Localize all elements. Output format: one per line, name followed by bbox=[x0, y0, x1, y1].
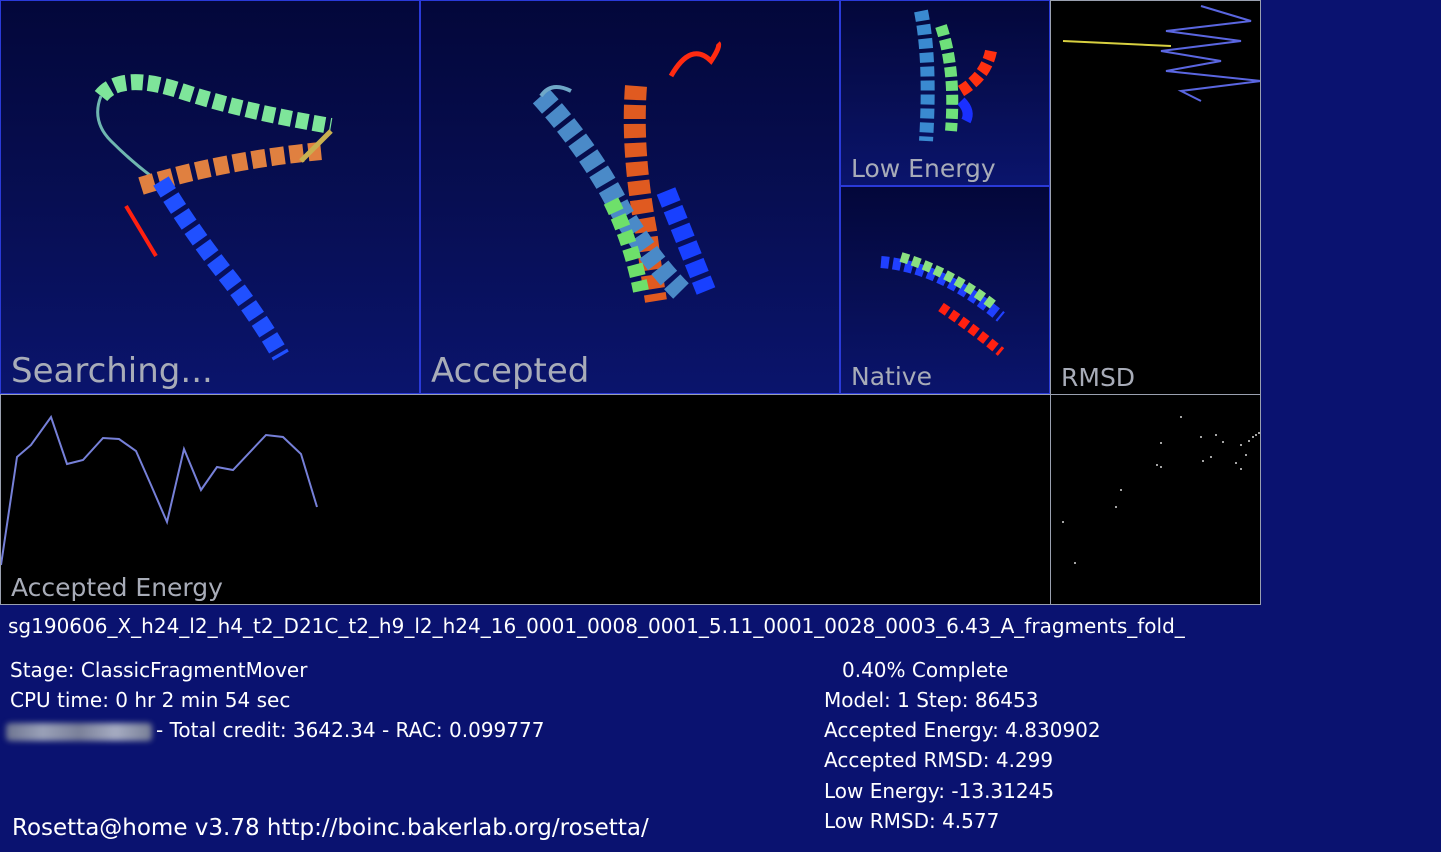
stage-text: Stage: ClassicFragmentMover bbox=[10, 658, 308, 682]
native-protein-image bbox=[880, 252, 1005, 356]
accepted-label: Accepted bbox=[431, 351, 590, 391]
scatter-plot bbox=[1050, 394, 1261, 605]
accepted-energy-graph: Accepted Energy bbox=[0, 394, 1051, 605]
searching-panel: Searching... bbox=[0, 0, 420, 394]
cpu-time-text: CPU time: 0 hr 2 min 54 sec bbox=[10, 688, 291, 712]
scatter-points bbox=[1062, 416, 1260, 564]
low-energy-protein-image bbox=[914, 9, 997, 142]
low-energy-panel: Low Energy bbox=[840, 0, 1050, 186]
native-panel: Native bbox=[840, 186, 1050, 394]
task-name: sg190606_X_h24_l2_h4_t2_D21C_t2_h9_l2_h2… bbox=[8, 614, 1185, 638]
accepted-protein-image bbox=[532, 41, 722, 303]
model-step: Model: 1 Step: 86453 bbox=[824, 688, 1039, 712]
rmsd-graph: RMSD bbox=[1050, 0, 1261, 395]
low-rmsd-value: Low RMSD: 4.577 bbox=[824, 809, 1000, 833]
percent-complete: 0.40% Complete bbox=[842, 658, 1009, 682]
accepted-rmsd-value: Accepted RMSD: 4.299 bbox=[824, 748, 1054, 772]
native-label: Native bbox=[851, 362, 932, 391]
accepted-energy-value: Accepted Energy: 4.830902 bbox=[824, 718, 1101, 742]
credit-line: - Total credit: 3642.34 - RAC: 0.099777 bbox=[6, 718, 544, 742]
accepted-energy-label: Accepted Energy bbox=[11, 573, 223, 602]
low-energy-label: Low Energy bbox=[851, 154, 996, 183]
accepted-energy-line bbox=[1, 414, 318, 566]
accepted-panel: Accepted bbox=[420, 0, 840, 394]
rmsd-label: RMSD bbox=[1061, 363, 1136, 392]
rmsd-line-yellow bbox=[1062, 40, 1172, 47]
footer-credit: Rosetta@home v3.78 http://boinc.bakerlab… bbox=[12, 815, 649, 841]
redacted-username bbox=[6, 722, 152, 741]
low-energy-value: Low Energy: -13.31245 bbox=[824, 779, 1055, 803]
searching-label: Searching... bbox=[11, 351, 213, 391]
credit-text: - Total credit: 3642.34 - RAC: 0.099777 bbox=[156, 718, 545, 742]
searching-protein-image bbox=[94, 74, 333, 361]
rmsd-line bbox=[1160, 5, 1260, 102]
